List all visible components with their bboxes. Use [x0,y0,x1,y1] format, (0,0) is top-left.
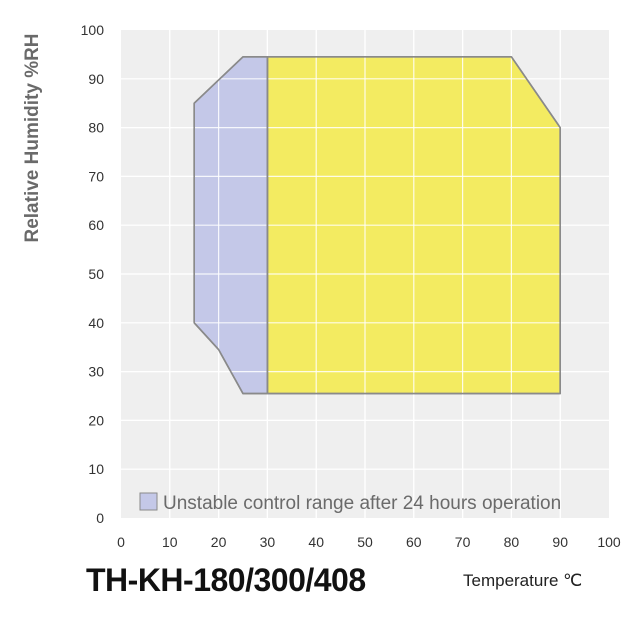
y-tick-labels: 0 10 20 30 40 50 60 70 80 90 100 [81,22,105,526]
y-tick-50: 50 [88,266,104,282]
y-tick-90: 90 [88,71,104,87]
x-tick-100: 100 [597,534,621,550]
x-axis-label: Temperature ℃ [463,571,583,590]
y-tick-10: 10 [88,461,104,477]
legend-swatch [139,492,158,511]
grid-overlay [121,30,609,518]
x-tick-60: 60 [406,534,422,550]
x-tick-80: 80 [504,534,520,550]
y-tick-0: 0 [96,510,104,526]
x-tick-10: 10 [162,534,178,550]
x-tick-40: 40 [308,534,324,550]
y-tick-40: 40 [88,315,104,331]
x-tick-90: 90 [552,534,568,550]
x-tick-labels: 0 10 20 30 40 50 60 70 80 90 100 [117,534,621,550]
y-tick-30: 30 [88,364,104,380]
model-title: TH-KH-180/300/408 [86,562,366,598]
legend: Unstable control range after 24 hours op… [139,492,561,514]
y-axis-label: Relative Humidity %RH [22,33,43,242]
legend-label: Unstable control range after 24 hours op… [163,493,561,514]
y-tick-70: 70 [88,168,104,184]
y-tick-100: 100 [81,22,105,38]
y-tick-60: 60 [88,217,104,233]
x-tick-20: 20 [211,534,227,550]
region-outline-1 [266,55,562,395]
x-tick-30: 30 [260,534,276,550]
x-tick-50: 50 [357,534,373,550]
y-tick-80: 80 [88,120,104,136]
regions [121,30,609,518]
y-tick-20: 20 [88,412,104,428]
x-tick-70: 70 [455,534,471,550]
x-tick-0: 0 [117,534,125,550]
